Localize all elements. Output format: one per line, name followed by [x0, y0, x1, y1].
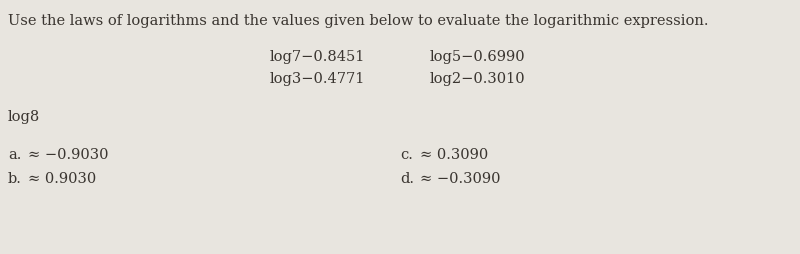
Text: log3−0.4771: log3−0.4771 [270, 72, 366, 86]
Text: Use the laws of logarithms and the values given below to evaluate the logarithmi: Use the laws of logarithms and the value… [8, 14, 709, 28]
Text: ≈ −0.9030: ≈ −0.9030 [28, 148, 109, 162]
Text: ≈ 0.3090: ≈ 0.3090 [420, 148, 488, 162]
Text: c.: c. [400, 148, 413, 162]
Text: d.: d. [400, 172, 414, 186]
Text: log7−0.8451: log7−0.8451 [270, 50, 366, 64]
Text: a.: a. [8, 148, 22, 162]
Text: ≈ 0.9030: ≈ 0.9030 [28, 172, 96, 186]
Text: log2−0.3010: log2−0.3010 [430, 72, 526, 86]
Text: log5−0.6990: log5−0.6990 [430, 50, 526, 64]
Text: ≈ −0.3090: ≈ −0.3090 [420, 172, 501, 186]
Text: b.: b. [8, 172, 22, 186]
Text: log8: log8 [8, 110, 40, 124]
